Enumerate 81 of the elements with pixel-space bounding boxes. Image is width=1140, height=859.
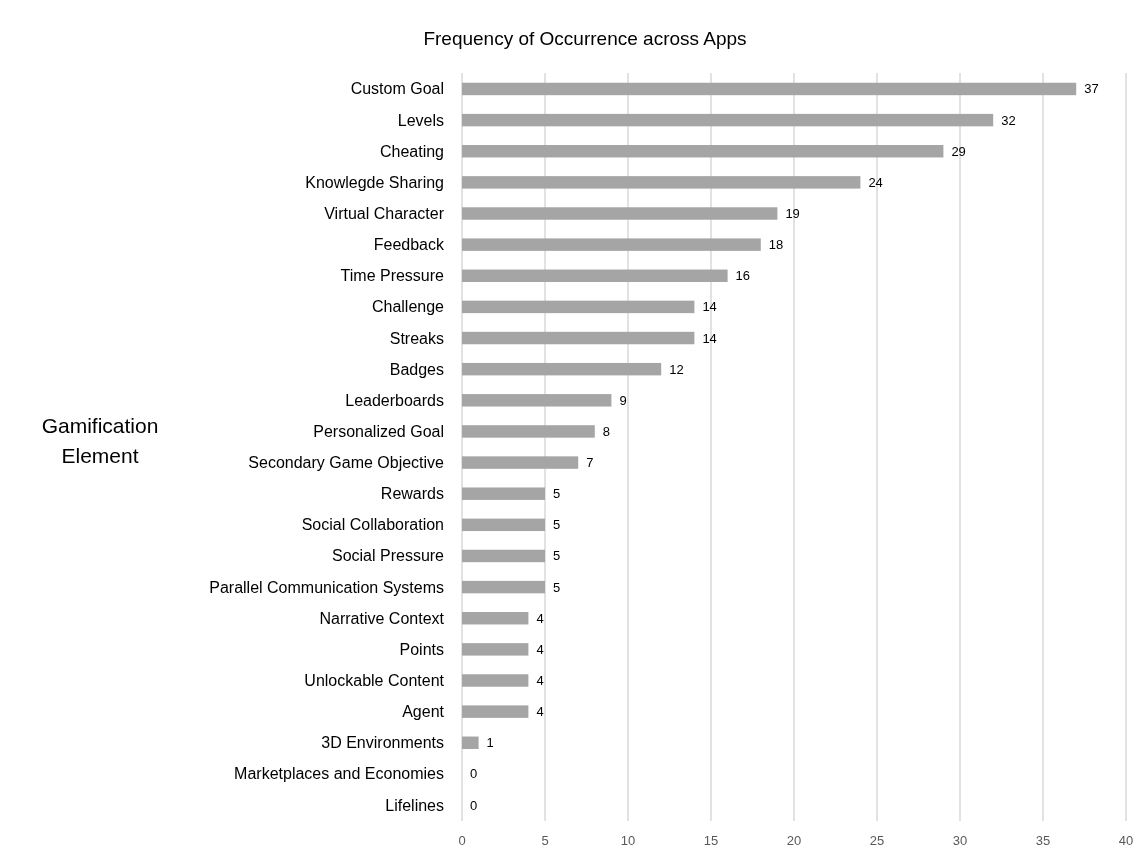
y-tick-label: Social Pressure [331, 547, 445, 565]
data-label: 4 [536, 673, 544, 688]
y-tick-label: Feedback [373, 236, 445, 254]
y-tick-label: Time Pressure [340, 267, 445, 285]
bar [462, 705, 529, 718]
bar [462, 207, 778, 220]
x-tick-label: 15 [703, 833, 719, 848]
data-label: 14 [702, 299, 717, 315]
y-tick-label: Custom Goal [350, 80, 444, 98]
data-label: 18 [768, 237, 784, 253]
x-tick-label: 20 [786, 833, 802, 848]
bar [462, 331, 695, 345]
bar [462, 736, 479, 749]
x-tick-label: 0 [458, 833, 466, 848]
y-tick-label: Levels [397, 111, 444, 129]
bar [462, 269, 728, 282]
bar [462, 362, 662, 376]
data-label: 4 [536, 641, 544, 657]
bar [462, 674, 529, 687]
y-tick-label: 3D Environments [321, 734, 444, 752]
y-tick-label: Unlockable Content [304, 672, 445, 689]
y-tick-label: Secondary Game Objective [248, 454, 445, 472]
bar [462, 487, 545, 500]
data-label: 9 [619, 392, 627, 408]
y-tick-label: Points [399, 640, 444, 658]
y-tick-label: Personalized Goal [313, 422, 444, 440]
data-label: 4 [536, 610, 544, 626]
y-tick-label: Parallel Communication Systems [209, 578, 444, 596]
y-tick-label: Rewards [380, 485, 444, 503]
y-tick-label: Badges [389, 360, 444, 378]
data-label: 5 [553, 548, 561, 564]
data-label: 32 [1001, 112, 1016, 128]
bar [462, 394, 612, 407]
data-label: 5 [553, 517, 561, 533]
data-label: 0 [470, 797, 478, 813]
y-tick-label: Virtual Character [324, 205, 445, 222]
bar [462, 549, 545, 563]
bar [462, 456, 579, 469]
bar [462, 113, 994, 127]
data-label: 12 [669, 361, 684, 377]
bar [462, 518, 545, 532]
y-tick-label: Agent [402, 703, 445, 721]
x-tick-label: 25 [869, 833, 885, 848]
data-label: 29 [951, 143, 966, 159]
x-tick-label: 35 [1035, 833, 1051, 848]
data-label: 37 [1084, 81, 1099, 97]
y-tick-label: Social Collaboration [301, 516, 444, 534]
bar [462, 580, 545, 594]
data-label: 8 [602, 423, 611, 439]
y-tick-label: Streaks [389, 329, 444, 347]
y-tick-label: Marketplaces and Economies [234, 765, 444, 783]
bar [462, 145, 944, 158]
data-label: 5 [553, 579, 561, 595]
bar [462, 300, 695, 314]
x-tick-label: 10 [620, 833, 636, 848]
bar [462, 643, 529, 656]
y-tick-label: Knowlegde Sharing [305, 173, 444, 191]
x-tick-label: 40 [1118, 833, 1134, 848]
data-label: 0 [470, 766, 478, 782]
bar [462, 612, 529, 625]
y-tick-label: Challenge [371, 298, 445, 316]
data-label: 5 [553, 486, 561, 502]
data-label: 1 [486, 735, 494, 751]
y-axis-title: Gamification Element [41, 414, 159, 467]
bar [462, 82, 1077, 96]
data-label: 19 [785, 206, 800, 221]
y-tick-label: Leaderboards [345, 391, 444, 409]
chart-title: Frequency of Occurrence across Apps [423, 28, 747, 49]
x-tick-label: 30 [952, 833, 968, 848]
bar [462, 176, 861, 189]
data-label: 16 [735, 268, 751, 284]
x-tick-label: 5 [541, 833, 549, 848]
data-label: 4 [536, 704, 544, 720]
y-tick-label: Lifelines [385, 796, 444, 814]
bar [462, 425, 595, 438]
y-tick-label: Narrative Context [319, 609, 445, 627]
y-tick-label: Cheating [379, 142, 444, 160]
data-label: 7 [586, 455, 594, 471]
bar [462, 238, 761, 251]
data-label: 24 [868, 174, 883, 190]
data-label: 14 [702, 330, 717, 346]
